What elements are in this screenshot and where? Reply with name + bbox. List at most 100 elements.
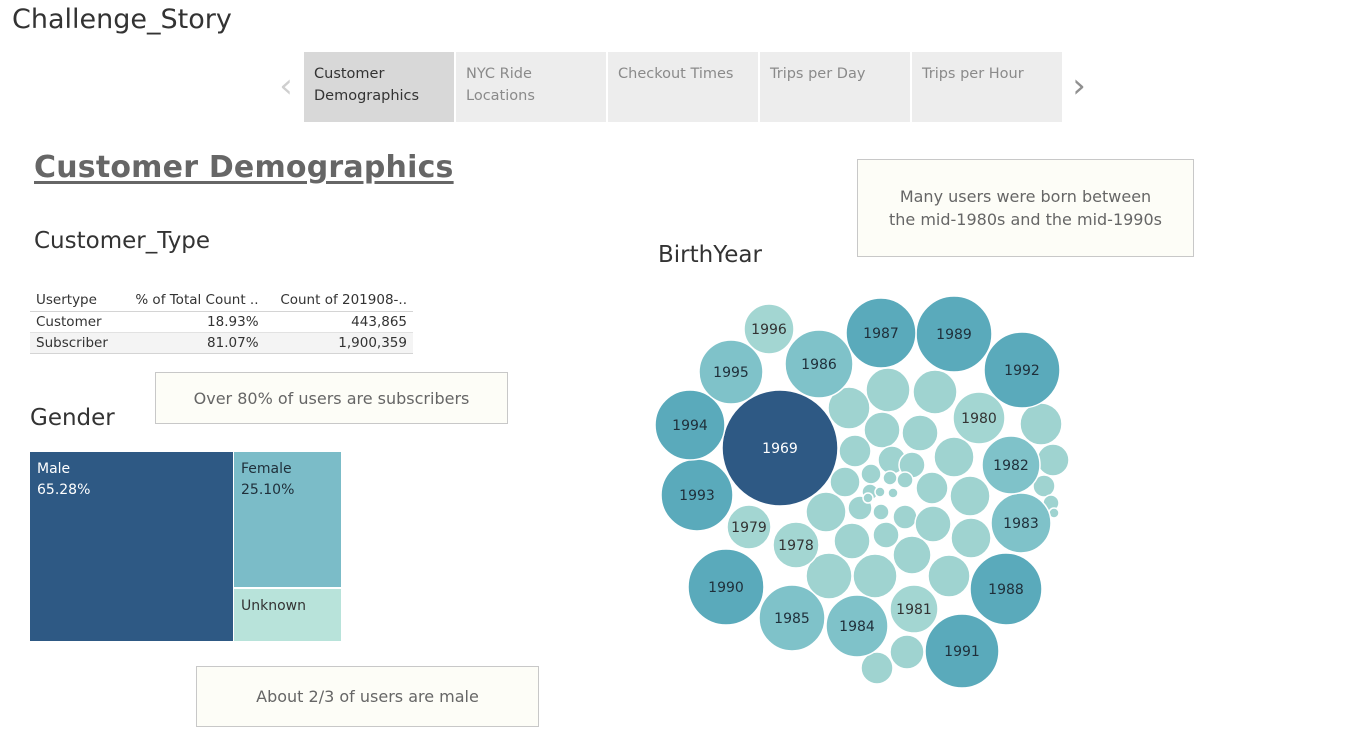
bubble-label: 1969 <box>762 441 798 457</box>
cell-pct: 18.93% <box>119 311 265 333</box>
bubble-1969[interactable] <box>721 389 839 507</box>
bubble-1978[interactable] <box>772 521 820 569</box>
cell-count: 443,865 <box>264 311 413 333</box>
subscriber-note: Over 80% of users are subscribers <box>155 372 508 424</box>
story-title: Challenge_Story <box>12 4 232 35</box>
bubble-unlabeled[interactable] <box>827 386 871 430</box>
birthyear-note: Many users were born between the mid-198… <box>857 159 1194 257</box>
bubble-unlabeled[interactable] <box>872 503 890 521</box>
story-tab-label: Customer Demographics <box>314 66 420 104</box>
bubble-unlabeled[interactable] <box>863 411 901 449</box>
bubble-unlabeled[interactable] <box>1036 443 1070 477</box>
treemap-value: 65.28% <box>37 482 91 498</box>
bubble-label: 1980 <box>961 411 997 427</box>
bubble-unlabeled[interactable] <box>874 486 886 498</box>
bubble-label: 1984 <box>839 619 875 635</box>
bubble-unlabeled[interactable] <box>829 466 861 498</box>
note-text: Over 80% of users are subscribers <box>193 388 470 408</box>
bubble-unlabeled[interactable] <box>892 504 918 530</box>
story-tab-customer-demographics[interactable]: Customer Demographics <box>304 52 454 122</box>
bubble-unlabeled[interactable] <box>950 517 992 559</box>
bubble-unlabeled[interactable] <box>805 491 847 533</box>
bubble-unlabeled[interactable] <box>933 436 975 478</box>
bubble-label: 1990 <box>708 580 744 596</box>
bubble-1991[interactable] <box>924 613 1000 689</box>
bubble-unlabeled[interactable] <box>852 553 898 599</box>
bubble-label: 1993 <box>679 488 715 504</box>
dashboard-title: Customer Demographics <box>34 150 454 185</box>
bubble-unlabeled[interactable] <box>865 367 911 413</box>
bubble-unlabeled[interactable] <box>892 535 932 575</box>
bubble-unlabeled[interactable] <box>862 492 874 504</box>
column-header-usertype[interactable]: Usertype <box>30 289 120 312</box>
bubble-1984[interactable] <box>825 594 889 658</box>
treemap-cell-male[interactable]: Male 65.28% <box>30 452 233 641</box>
note-text: Many users were born between the mid-198… <box>889 187 1162 229</box>
cell-pct: 81.07% <box>119 332 265 354</box>
bubble-unlabeled[interactable] <box>887 487 899 499</box>
bubble-unlabeled[interactable] <box>1019 402 1063 446</box>
note-text: About 2/3 of users are male <box>256 687 479 706</box>
bubble-1987[interactable] <box>845 297 917 369</box>
bubble-label: 1981 <box>896 602 932 618</box>
cell-count: 1,900,359 <box>264 332 413 354</box>
bubble-label: 1986 <box>801 357 837 373</box>
bubble-unlabeled[interactable] <box>833 522 871 560</box>
treemap-label: Female <box>241 461 292 477</box>
bubble-unlabeled[interactable] <box>912 369 958 415</box>
bubble-label: 1978 <box>778 538 814 554</box>
column-header-count[interactable]: Count of 201908-.. <box>264 289 413 312</box>
bubble-unlabeled[interactable] <box>914 505 952 543</box>
story-tab-checkout-times[interactable]: Checkout Times <box>608 52 758 122</box>
bubble-unlabeled[interactable] <box>860 463 882 485</box>
gender-title: Gender <box>30 405 115 431</box>
bubble-1996[interactable] <box>743 303 795 355</box>
bubble-unlabeled[interactable] <box>838 434 872 468</box>
bubble-1985[interactable] <box>758 584 826 652</box>
bubble-label: 1985 <box>774 611 810 627</box>
story-tab-trips-per-day[interactable]: Trips per Day <box>760 52 910 122</box>
story-tab-nyc-ride-locations[interactable]: NYC Ride Locations <box>456 52 606 122</box>
bubble-unlabeled[interactable] <box>1032 474 1056 498</box>
bubble-unlabeled[interactable] <box>896 471 914 489</box>
bubble-label: 1996 <box>751 322 787 338</box>
bubble-1992[interactable] <box>983 331 1061 409</box>
birthyear-bubble-chart: 1969 1989 1987 1992 1988 1991 1990 1993 1994 1983… <box>654 295 1070 689</box>
bubble-1994[interactable] <box>654 389 726 461</box>
bubble-unlabeled[interactable] <box>860 651 894 685</box>
treemap-cell-unknown[interactable]: Unknown <box>234 589 341 641</box>
treemap-label: Unknown <box>241 598 306 614</box>
bubble-unlabeled[interactable] <box>927 554 971 598</box>
bubble-unlabeled[interactable] <box>901 414 939 452</box>
gender-note: About 2/3 of users are male <box>196 666 539 727</box>
treemap-cell-female[interactable]: Female 25.10% <box>234 452 341 587</box>
bubble-label: 1988 <box>988 582 1024 598</box>
chevron-right-icon[interactable]: › <box>1072 66 1086 106</box>
bubble-1990[interactable] <box>687 548 765 626</box>
bubble-1981[interactable] <box>889 584 939 634</box>
bubble-label: 1989 <box>936 327 972 343</box>
bubble-label: 1983 <box>1003 516 1039 532</box>
bubble-unlabeled[interactable] <box>889 634 925 670</box>
bubble-unlabeled[interactable] <box>872 521 900 549</box>
column-header-pct[interactable]: % of Total Count .. <box>119 289 265 312</box>
story-tab-trips-per-hour[interactable]: Trips per Hour <box>912 52 1062 122</box>
bubble-unlabeled[interactable] <box>949 475 991 517</box>
bubble-1982[interactable] <box>981 435 1041 495</box>
cell-usertype: Subscriber <box>30 332 120 354</box>
table-row[interactable]: Subscriber 81.07% 1,900,359 <box>30 332 413 354</box>
bubble-label: 1991 <box>944 644 980 660</box>
customer-type-title: Customer_Type <box>34 228 211 254</box>
bubble-1979[interactable] <box>726 504 772 550</box>
bubble-unlabeled[interactable] <box>915 471 949 505</box>
bubble-unlabeled[interactable] <box>882 470 898 486</box>
bubble-1988[interactable] <box>969 552 1043 626</box>
bubble-1986[interactable] <box>784 329 854 399</box>
bubble-label: 1995 <box>713 365 749 381</box>
treemap-value: 25.10% <box>241 482 295 498</box>
bubble-1980[interactable] <box>952 391 1006 445</box>
bubble-1995[interactable] <box>698 339 764 405</box>
table-row[interactable]: Customer 18.93% 443,865 <box>30 311 413 333</box>
chevron-left-icon[interactable]: ‹ <box>279 66 293 106</box>
bubble-unlabeled[interactable] <box>805 552 853 600</box>
